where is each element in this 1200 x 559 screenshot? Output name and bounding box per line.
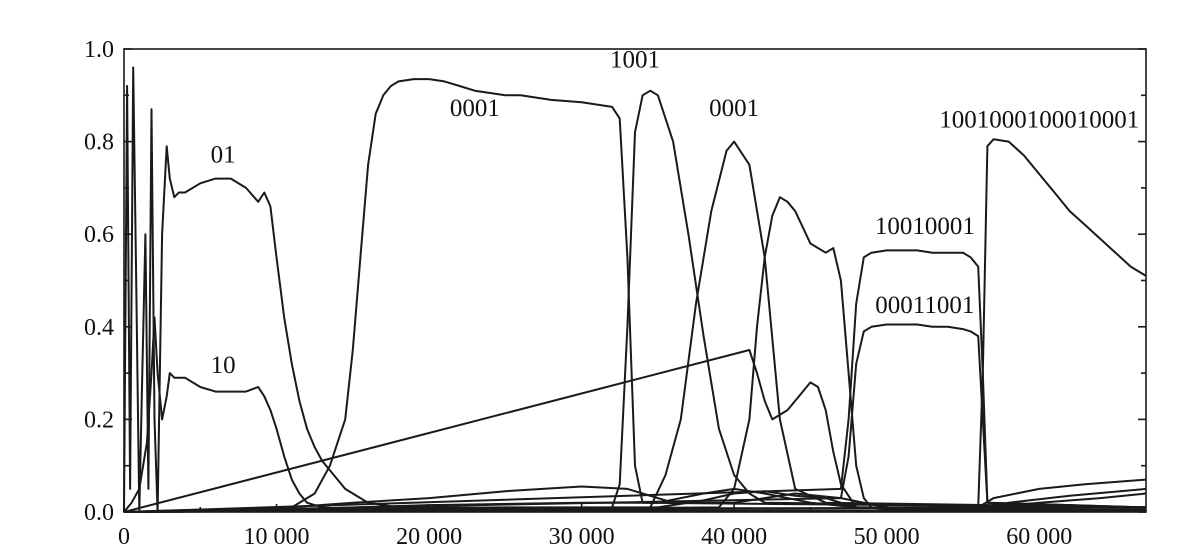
series-annotation: 1001 xyxy=(610,47,660,74)
series-line-12 xyxy=(123,487,1147,513)
series-annotation: 1001000100010001 xyxy=(939,107,1139,134)
y-tick-labels: 0.0 0.2 0.4 0.6 0.8 1.0 xyxy=(84,37,114,526)
series-annotation: 00011001 xyxy=(875,292,974,319)
series-line-3 xyxy=(123,78,1147,513)
y-tick-label: 0.6 xyxy=(84,222,114,248)
x-tick-label: 50 000 xyxy=(854,524,920,550)
x-tick-label: 0 xyxy=(118,524,130,550)
y-tick-label: 0.8 xyxy=(84,130,114,156)
x-tick-labels: 0 10 000 20 000 30 000 40 000 50 000 60 000 xyxy=(118,524,1072,550)
x-tick-label: 10 000 xyxy=(244,524,310,550)
series-annotation: 0001 xyxy=(709,95,759,122)
x-tick-label: 60 000 xyxy=(1006,524,1072,550)
y-tick-label: 0.4 xyxy=(84,315,114,341)
series-line-9 xyxy=(123,323,1147,513)
series-line-8 xyxy=(123,249,1147,513)
series-line-2 xyxy=(123,316,1146,513)
series-line-7 xyxy=(123,349,1147,513)
x-tick-label: 30 000 xyxy=(549,524,615,550)
series-line-4 xyxy=(123,89,1147,513)
series-layer xyxy=(123,66,1147,513)
y-tick-label: 1.0 xyxy=(84,37,114,63)
tick-marks xyxy=(123,48,1146,513)
series-annotation: 10 xyxy=(211,352,236,379)
series-annotation: 0001 xyxy=(450,95,500,122)
series-line-6 xyxy=(123,196,1146,513)
series-line-5 xyxy=(123,140,1147,513)
x-tick-label: 40 000 xyxy=(701,524,767,550)
y-tick-label: 0.0 xyxy=(84,500,114,526)
x-tick-label: 20 000 xyxy=(396,524,462,550)
series-annotation: 10010001 xyxy=(875,213,975,240)
series-line-13 xyxy=(123,490,1147,513)
y-tick-label: 0.2 xyxy=(84,407,114,433)
series-line-10 xyxy=(123,138,1147,513)
series-line-11 xyxy=(123,478,1147,513)
series-annotation: 01 xyxy=(211,141,236,168)
